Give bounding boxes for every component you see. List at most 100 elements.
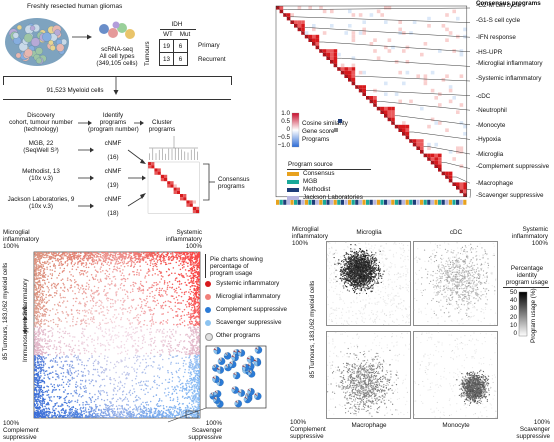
program-label: -Neutrophil [476, 107, 507, 115]
pie-slice [226, 363, 229, 368]
cohort-methodist-programs: (19) [107, 182, 119, 189]
program-label: -IFN response [476, 34, 516, 42]
heatmap-cell [412, 20, 417, 24]
legend-consensus: Consensus [303, 170, 335, 177]
source-strip-cell [297, 199, 301, 205]
heatmap-cell [312, 24, 316, 28]
d-y-axis-label: 85 Tumours, 183,062 myeloid cells [309, 280, 316, 378]
heatmap-cell [445, 13, 449, 17]
heatmap-cell [373, 99, 377, 104]
heatmap-cell [463, 27, 467, 32]
heatmap-cell [387, 114, 392, 118]
c-corner-tl-3: 100% [3, 243, 20, 250]
program-leader-line [394, 115, 471, 126]
heatmap-cell [416, 74, 420, 78]
heatmap-cell [423, 78, 428, 82]
program-leader-line [283, 7, 471, 10]
heatmap-cell [448, 31, 453, 35]
d-corner-tl-3: 100% [292, 240, 309, 247]
pie-slice [218, 357, 226, 365]
heatmap-cell [398, 70, 402, 75]
source-strip-cell [445, 199, 449, 205]
heatmap-cell [330, 49, 334, 53]
heatmap-cell [312, 38, 316, 42]
heatmap-cell [286, 13, 291, 17]
heatmap-cell [445, 74, 449, 78]
c-zoom-connector [167, 407, 207, 423]
heatmap-cell [438, 164, 442, 168]
pie-slice [255, 346, 259, 351]
source-strip-cell [384, 199, 388, 205]
pie-slice [214, 346, 218, 351]
heatmap-cell [456, 110, 460, 114]
heatmap-cell [463, 186, 467, 190]
heatmap-cell [384, 110, 388, 114]
source-strip-cell [355, 199, 359, 205]
heatmap-cell [380, 106, 384, 111]
program-leader-line [409, 131, 471, 140]
heatmap-cell [333, 52, 338, 57]
heatmap-cell [452, 9, 456, 14]
source-strip-cell [330, 199, 334, 205]
heatmap-cell [348, 24, 352, 28]
heatmap-cell [348, 67, 352, 71]
heatmap-cell [409, 31, 413, 35]
heatmap-cell [398, 124, 402, 129]
d-scale-title-3: program usage [505, 279, 549, 286]
c-y-axis-label: 85 Tumours, 183,062 myeloid cells [2, 262, 9, 360]
source-strip-cell [456, 199, 460, 205]
identify-header-3: (program number) [88, 126, 139, 133]
pie-slice [214, 390, 222, 398]
heatmap-cell [427, 124, 431, 129]
pie-slice [232, 353, 236, 358]
heatmap-cell [438, 49, 442, 53]
heatmap-cell [445, 171, 449, 176]
heatmap-cell [362, 20, 366, 24]
source-strip-cell [337, 199, 341, 205]
source-strip-cell [369, 199, 373, 205]
c-program-usage-scatter [33, 251, 201, 419]
d-scale-tick: 50 [509, 289, 517, 296]
d-title-microglia: Microglia [356, 229, 382, 236]
idh-row-primary: Primary [198, 42, 220, 49]
heatmap-cell [459, 74, 464, 78]
colorbar-tick: −1.0 [277, 142, 290, 149]
heatmap-cell [427, 24, 431, 28]
heatmap-cell [362, 31, 366, 35]
source-strip-cell [283, 199, 287, 205]
heatmap-cell [430, 88, 435, 93]
heatmap-cell [434, 121, 438, 125]
colorbar-label-programs: Programs [302, 136, 330, 143]
c-corner-br-3: suppressive [188, 434, 222, 441]
program-leader-line [355, 75, 471, 82]
heatmap-cell [398, 27, 402, 32]
source-strip-cell [326, 199, 330, 205]
d-corner-tl-1: Microglial [292, 226, 319, 233]
heatmap-cell [387, 49, 392, 53]
heatmap-cell [391, 114, 395, 118]
heatmap-cell [312, 27, 316, 32]
pie-slice [247, 355, 251, 360]
c-legend-other: Other programs [216, 332, 261, 339]
heatmap-cell [463, 182, 467, 186]
d-corner-bl-1: 100% [290, 419, 307, 426]
cohort-methodist-name: Methodist, 13 [22, 168, 60, 175]
legend-swatch [338, 119, 342, 123]
pie-slice [223, 352, 232, 360]
heatmap-cell [351, 31, 356, 35]
heatmap-cell [427, 142, 431, 147]
source-strip-cell [398, 199, 402, 205]
heatmap-cell [351, 38, 356, 42]
heatmap-cell [376, 9, 381, 14]
heatmap-cell [463, 132, 467, 136]
program-label: -Complement suppressive [476, 162, 550, 170]
heatmap-cell [340, 63, 345, 68]
heatmap-cell [452, 96, 456, 100]
heatmap-cell [434, 153, 438, 158]
heatmap-cell [351, 78, 356, 82]
heatmap-cell [420, 142, 424, 147]
scrnaseq-line3: (349,105 cells) [96, 60, 138, 67]
source-label: Freshly resected human gliomas [27, 3, 123, 10]
heatmap-cell [409, 99, 413, 104]
heatmap-cell [430, 153, 435, 158]
